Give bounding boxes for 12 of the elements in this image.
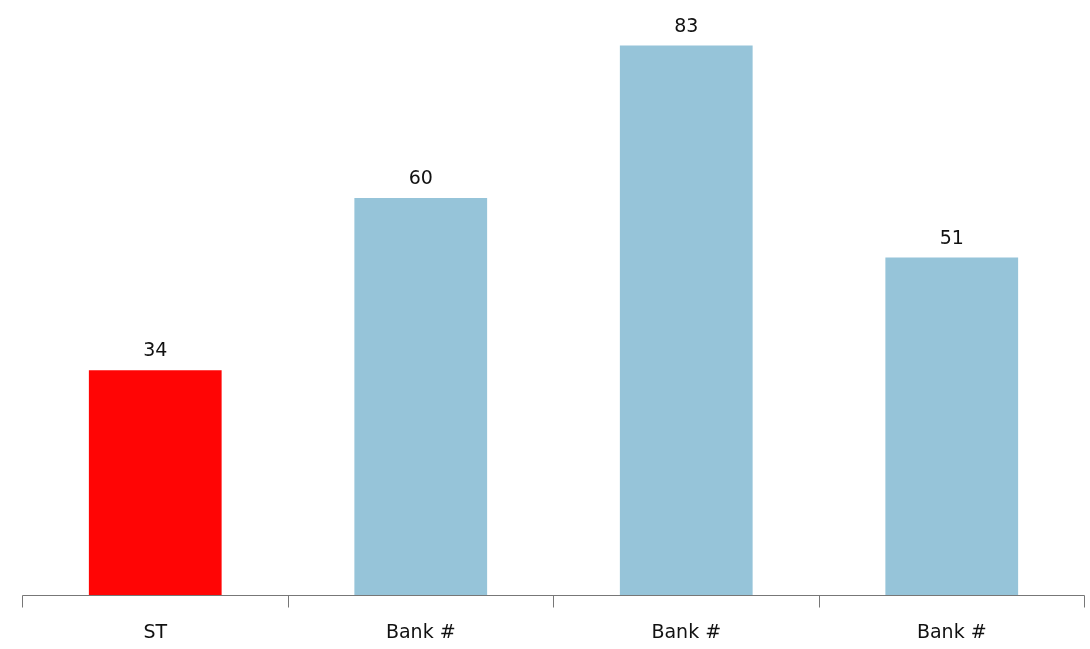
x-tick-label: ST [143,619,168,642]
data-label: 51 [939,225,964,248]
bar [88,370,222,596]
x-tick-label: Bank # [385,619,456,642]
bar [354,197,488,596]
x-tick-label: Bank # [651,619,722,642]
bar [619,45,753,596]
bar [885,257,1019,596]
x-tick-label: Bank # [916,619,987,642]
data-label: 34 [143,338,168,361]
data-label: 83 [674,13,699,36]
data-label: 60 [408,165,433,188]
